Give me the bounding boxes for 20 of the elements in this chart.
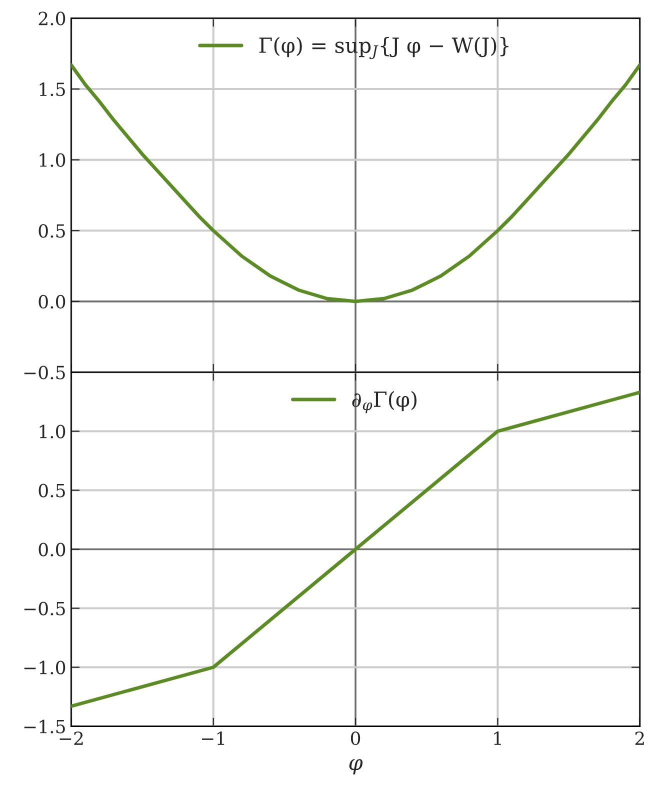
- x-tick-label: 1: [494, 731, 501, 745]
- y-tick-label: −0.5: [24, 602, 65, 616]
- y-tick-label: −1.5: [24, 720, 65, 734]
- y-tick-label: 0.0: [38, 542, 66, 556]
- line-series: [71, 63, 640, 304]
- y-tick-label: 2.0: [38, 12, 66, 26]
- y-tick-label: 1.0: [40, 153, 66, 167]
- y-tick-label: 0.5: [38, 224, 65, 238]
- x-tick-label: 0: [350, 731, 360, 746]
- x-tick-label: −2: [60, 731, 83, 745]
- x-tick-label: 2: [635, 731, 644, 745]
- y-tick-label: −0.5: [24, 366, 65, 380]
- y-tick-label: 1.0: [40, 424, 66, 438]
- y-tick-label: 0.0: [38, 294, 66, 309]
- y-tick-label: 0.5: [38, 484, 65, 498]
- line-series: [71, 390, 640, 708]
- y-tick-label: −1.0: [24, 660, 66, 674]
- x-tick-label: −1: [202, 731, 224, 745]
- x-axis-title: φ: [349, 759, 363, 774]
- y-tick-label: 1.5: [40, 82, 65, 96]
